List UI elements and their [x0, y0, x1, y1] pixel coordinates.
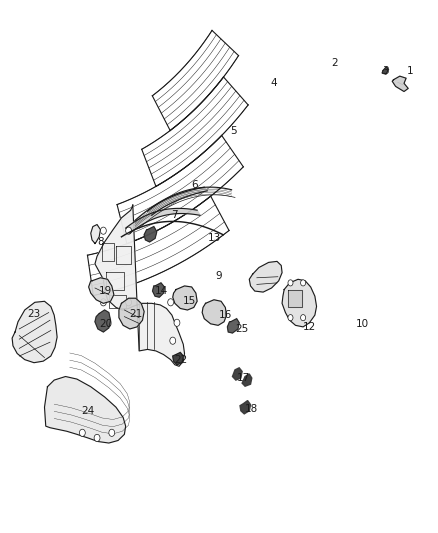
Circle shape [170, 337, 176, 344]
Circle shape [300, 314, 306, 321]
Polygon shape [144, 227, 157, 242]
Circle shape [100, 227, 106, 235]
Text: 21: 21 [129, 309, 142, 319]
Text: 8: 8 [97, 237, 104, 247]
Text: 15: 15 [183, 296, 196, 306]
Polygon shape [148, 187, 207, 215]
Circle shape [174, 319, 180, 326]
Circle shape [109, 429, 115, 437]
Circle shape [288, 280, 293, 286]
Circle shape [126, 227, 131, 235]
Text: 12: 12 [303, 322, 316, 332]
Text: 23: 23 [27, 309, 41, 319]
Circle shape [126, 298, 131, 306]
Text: 13: 13 [207, 233, 221, 244]
Text: 16: 16 [219, 310, 232, 320]
Text: 14: 14 [154, 286, 168, 296]
Polygon shape [242, 374, 252, 386]
Polygon shape [152, 283, 164, 297]
Polygon shape [119, 298, 144, 329]
Polygon shape [88, 278, 114, 303]
Text: 1: 1 [407, 66, 413, 76]
Polygon shape [392, 76, 408, 92]
Text: 2: 2 [331, 58, 338, 68]
Polygon shape [382, 67, 389, 74]
Polygon shape [45, 376, 126, 443]
Polygon shape [240, 401, 251, 414]
Text: 6: 6 [191, 180, 198, 190]
Text: 9: 9 [215, 271, 223, 281]
Text: 25: 25 [236, 324, 249, 334]
Text: 18: 18 [245, 403, 258, 414]
Text: 5: 5 [230, 126, 237, 136]
Text: 7: 7 [172, 211, 178, 220]
Text: 4: 4 [270, 78, 277, 88]
Polygon shape [173, 352, 183, 365]
Polygon shape [288, 289, 302, 308]
Circle shape [288, 314, 293, 321]
Text: 17: 17 [237, 373, 250, 383]
Polygon shape [95, 205, 184, 366]
Text: 20: 20 [100, 319, 113, 329]
Circle shape [300, 280, 306, 286]
Polygon shape [202, 300, 226, 325]
Polygon shape [227, 319, 239, 333]
Text: 3: 3 [382, 66, 389, 76]
Circle shape [79, 429, 85, 437]
Polygon shape [95, 310, 110, 332]
Polygon shape [282, 279, 317, 327]
Polygon shape [249, 261, 282, 292]
Text: 24: 24 [81, 406, 95, 416]
Text: 19: 19 [99, 286, 112, 296]
Polygon shape [233, 368, 242, 380]
Circle shape [168, 298, 173, 306]
Text: 22: 22 [174, 354, 188, 365]
Circle shape [94, 434, 100, 441]
Circle shape [100, 298, 106, 306]
Polygon shape [91, 224, 100, 244]
Polygon shape [173, 286, 197, 310]
Polygon shape [126, 208, 200, 233]
Polygon shape [12, 301, 57, 362]
Text: 10: 10 [355, 319, 368, 329]
